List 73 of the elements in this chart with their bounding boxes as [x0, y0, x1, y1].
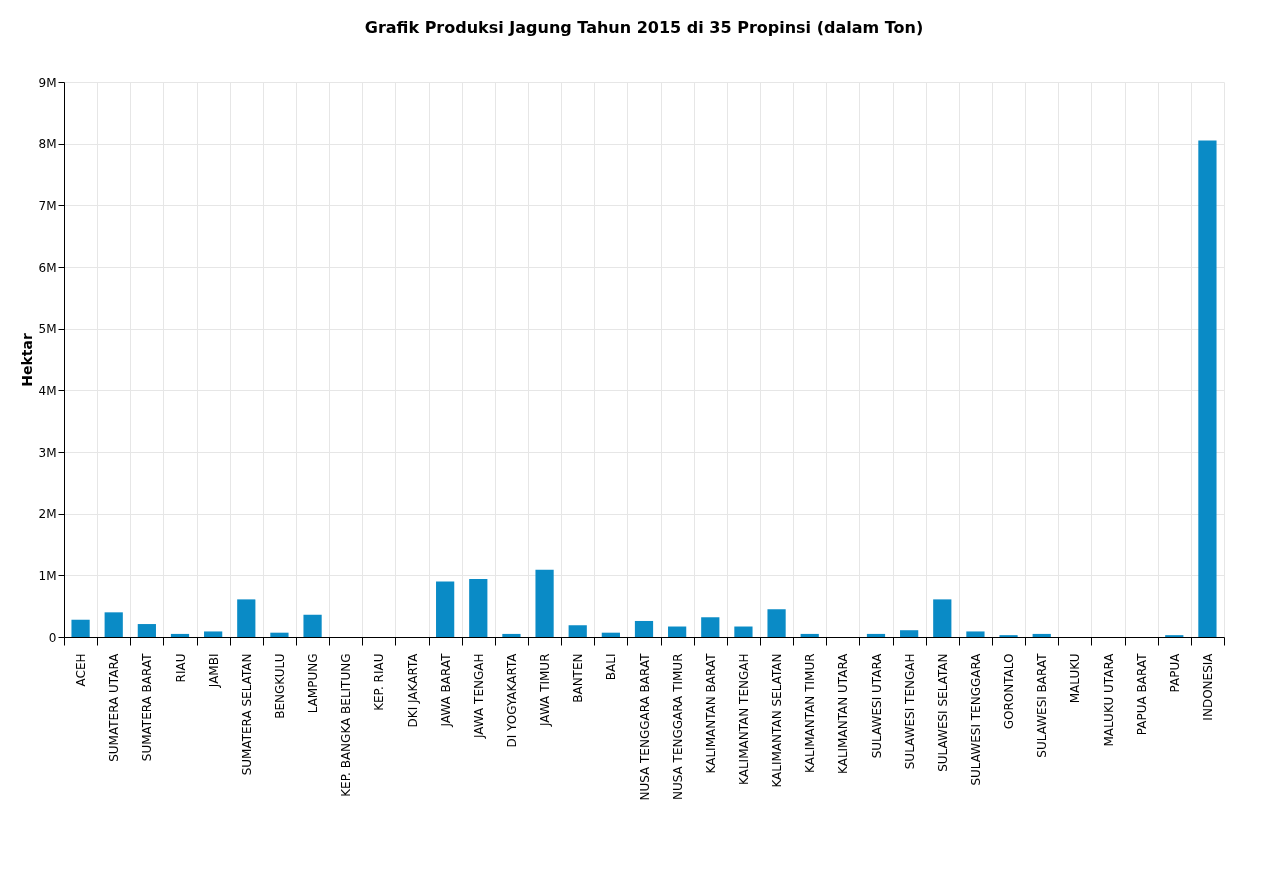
x-tick-label: DKI JAKARTA	[405, 652, 420, 728]
bar	[170, 633, 190, 637]
x-tick-label: KALIMANTAN TENGAH	[736, 653, 751, 785]
bar	[767, 609, 786, 637]
bar	[701, 617, 720, 637]
x-tick-label: BANTEN	[571, 653, 586, 703]
y-tick-label: 7M	[38, 198, 57, 213]
bar	[800, 633, 819, 637]
x-tick-label: JAWA TENGAH	[471, 653, 486, 740]
y-tick-label: 6M	[38, 260, 57, 275]
x-tick-label: RIAU	[173, 653, 188, 683]
x-tick-label: KEP. RIAU	[372, 653, 387, 711]
x-tick-label: BENGKULU	[272, 653, 287, 719]
bar	[71, 619, 90, 637]
bar	[866, 633, 886, 637]
x-tick-label: ACEH	[74, 653, 89, 687]
y-tick-label: 9M	[38, 75, 57, 90]
bar	[634, 620, 654, 637]
x-tick-label: PAPUA BARAT	[1134, 652, 1149, 736]
x-tick-label: SULAWESI TENGAH	[902, 653, 917, 770]
y-tick-label: 1M	[38, 568, 57, 583]
x-tick-label: SULAWESI UTARA	[869, 652, 884, 759]
y-tick-label: 4M	[38, 383, 57, 398]
y-tick-label: 3M	[38, 445, 57, 460]
x-tick-label: GORONTALO	[1002, 653, 1017, 730]
x-tick-label: LAMPUNG	[306, 653, 321, 714]
x-tick-label: BALI	[604, 653, 619, 681]
x-tick-label: SUMATERA BARAT	[140, 652, 155, 762]
x-tick-label: PAPUA	[1167, 652, 1182, 693]
x-tick-label: KALIMANTAN TIMUR	[803, 653, 818, 773]
x-tick-label: SUMATERA UTARA	[107, 652, 122, 762]
x-tick-label: NUSA TENGGARA BARAT	[637, 652, 652, 801]
x-tick-label: INDONESIA	[1200, 652, 1215, 721]
bar	[966, 631, 985, 637]
x-tick-label: SULAWESI SELATAN	[935, 653, 950, 772]
bar	[900, 630, 919, 637]
x-tick-label: SULAWESI BARAT	[1035, 652, 1050, 758]
x-tick-label: MALUKU UTARA	[1101, 652, 1116, 747]
x-tick-label: NUSA TENGGARA TIMUR	[670, 653, 685, 801]
x-tick-label: KALIMANTAN BARAT	[703, 652, 718, 774]
bar	[137, 624, 156, 637]
bar	[104, 612, 123, 637]
x-tick-label: JAMBI	[206, 653, 221, 689]
y-tick-label: 0	[48, 630, 57, 645]
x-tick-label: DI YOGYAKARTA	[504, 652, 519, 748]
bar	[1198, 140, 1217, 637]
bar	[469, 579, 488, 637]
bar	[734, 626, 753, 637]
bar	[668, 626, 687, 637]
bar	[933, 599, 952, 637]
bar	[204, 631, 223, 637]
x-tick-label: JAWA BARAT	[438, 652, 453, 728]
y-tick-label: 2M	[38, 507, 57, 522]
x-tick-label: SUMATERA SELATAN	[239, 653, 254, 776]
bar	[436, 581, 455, 637]
x-tick-label: KALIMANTAN SELATAN	[770, 653, 785, 788]
y-tick-label: 5M	[38, 322, 57, 337]
x-tick-label: KALIMANTAN UTARA	[836, 652, 851, 774]
bar	[601, 632, 620, 637]
y-axis-title: Hektar	[18, 333, 35, 387]
bar	[568, 625, 587, 637]
bar	[1032, 633, 1051, 637]
bar	[270, 632, 289, 637]
chart-title: Grafik Produksi Jagung Tahun 2015 di 35 Propinsi (dalam Ton)	[364, 18, 924, 37]
y-tick-label: 8M	[38, 137, 57, 152]
x-tick-label: MALUKU	[1068, 653, 1083, 704]
x-tick-label: JAWA TIMUR	[538, 653, 553, 727]
bar	[502, 633, 521, 637]
x-tick-label: KEP. BANGKA BELITUNG	[339, 653, 354, 797]
bar	[237, 599, 256, 637]
bar	[535, 569, 554, 637]
x-tick-label: SULAWESI TENGGARA	[968, 652, 983, 786]
bar	[303, 614, 322, 637]
